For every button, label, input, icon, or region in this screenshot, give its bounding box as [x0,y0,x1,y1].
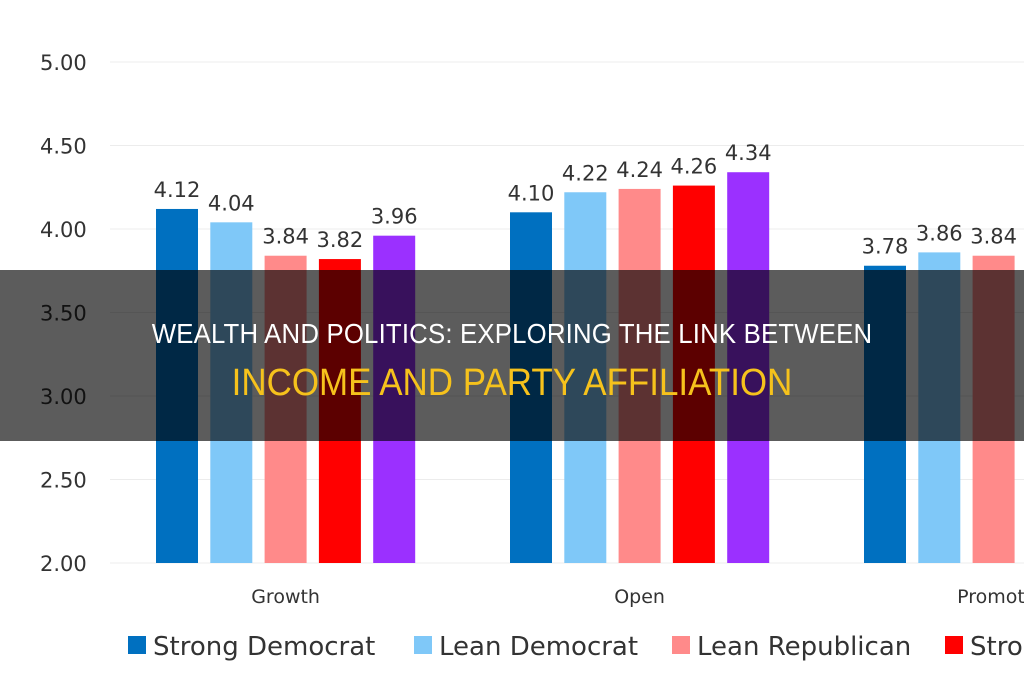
title-overlay-band [0,270,1024,441]
x-category-label: Open [614,586,665,608]
legend-swatch [672,636,690,654]
legend-label: Lean Republican [697,632,911,662]
y-tick-label: 4.00 [40,218,87,242]
y-tick-label: 5.00 [40,51,87,75]
data-label: 3.96 [371,205,418,229]
x-category-label: Growth [251,586,320,608]
title-line-2: INCOME AND PARTY AFFILIATION [231,362,793,404]
y-tick-label: 2.50 [40,469,87,493]
legend-swatch [945,636,963,654]
x-category-label: Promoti [957,586,1024,608]
data-label: 3.82 [317,228,364,252]
legend-label: Stro [970,632,1023,662]
data-label: 3.84 [970,225,1017,249]
data-label: 4.34 [725,141,772,165]
title-line-1: WEALTH AND POLITICS: EXPLORING THE LINK … [151,318,873,349]
data-label: 3.78 [862,235,909,259]
y-tick-label: 2.00 [40,552,87,576]
legend-label: Lean Democrat [439,632,638,662]
data-label: 4.26 [671,155,718,179]
legend-label: Strong Democrat [153,632,375,662]
data-label: 3.86 [916,221,963,245]
y-tick-label: 4.50 [40,135,87,159]
data-label: 4.10 [508,181,555,205]
data-label: 4.22 [562,161,609,185]
data-label: 4.24 [616,158,663,182]
data-label: 3.84 [262,225,309,249]
data-label: 4.12 [154,178,201,202]
data-label: 4.04 [208,191,255,215]
legend-swatch [128,636,146,654]
legend-swatch [414,636,432,654]
